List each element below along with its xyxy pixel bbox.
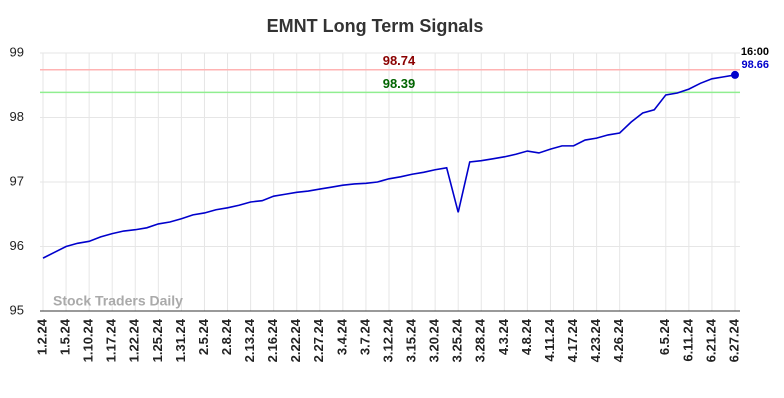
x-tick-label: 3.15.24	[404, 318, 419, 362]
price-line	[42, 74, 736, 259]
x-tick-label: 3.7.24	[357, 318, 372, 355]
x-tick-label: 2.13.24	[242, 318, 257, 362]
chart-title: EMNT Long Term Signals	[267, 16, 484, 36]
x-tick-label: 2.5.24	[196, 318, 211, 355]
y-tick-label: 98	[10, 109, 24, 124]
watermark: Stock Traders Daily	[53, 293, 183, 309]
y-tick-label: 99	[10, 44, 24, 59]
x-tick-label: 1.22.24	[127, 318, 142, 362]
x-tick-label: 3.25.24	[450, 318, 465, 362]
x-tick-label: 2.16.24	[265, 318, 280, 362]
x-tick-label: 4.3.24	[496, 318, 511, 355]
last-time-label: 16:00	[741, 46, 769, 58]
x-tick-label: 4.26.24	[611, 318, 626, 362]
y-tick-label: 96	[10, 238, 24, 253]
x-tick-label: 1.31.24	[173, 318, 188, 362]
x-tick-label: 6.5.24	[657, 318, 672, 355]
x-tick-label: 3.28.24	[473, 318, 488, 362]
y-tick-label: 97	[10, 173, 24, 188]
x-tick-label: 4.17.24	[565, 318, 580, 362]
reference-label: 98.74	[383, 53, 416, 68]
x-tick-label: 2.8.24	[219, 318, 234, 355]
x-tick-label: 1.17.24	[104, 318, 119, 362]
x-tick-label: 2.22.24	[288, 318, 303, 362]
x-tick-label: 1.5.24	[58, 318, 73, 355]
x-tick-label: 4.8.24	[519, 318, 534, 355]
x-tick-label: 6.11.24	[680, 318, 695, 361]
reference-label: 98.39	[383, 76, 416, 91]
x-tick-label: 1.10.24	[81, 318, 96, 362]
x-tick-label: 4.11.24	[542, 318, 557, 361]
x-tick-label: 1.25.24	[150, 318, 165, 362]
x-tick-label: 3.20.24	[427, 318, 442, 362]
x-tick-label: 6.27.24	[726, 318, 741, 362]
last-point	[731, 70, 739, 79]
x-tick-label: 3.12.24	[380, 318, 395, 362]
x-tick-label: 2.27.24	[311, 318, 326, 362]
last-value-label: 98.66	[741, 59, 769, 71]
x-tick-label: 6.21.24	[703, 318, 718, 362]
x-tick-label: 1.2.24	[34, 318, 49, 355]
x-tick-label: 3.4.24	[334, 318, 349, 355]
x-tick-label: 4.23.24	[588, 318, 603, 362]
y-tick-label: 95	[10, 302, 24, 317]
